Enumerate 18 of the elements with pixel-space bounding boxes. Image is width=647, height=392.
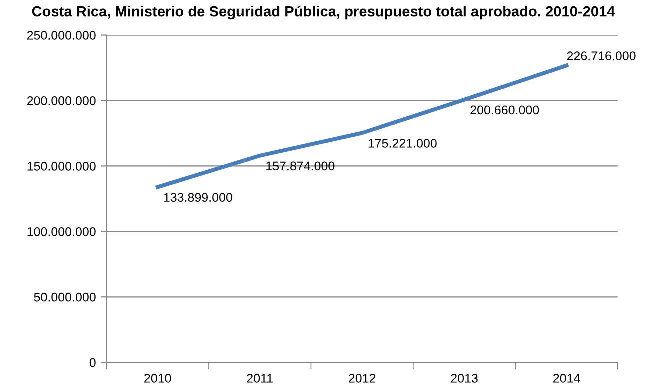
y-tick-label: 200.000.000 xyxy=(27,96,96,106)
text: 157.874.000 xyxy=(266,162,335,171)
x-tick-label: 2010 xyxy=(144,374,172,383)
text: 133.899.000 xyxy=(164,193,232,202)
text: 175.221.000 xyxy=(368,139,437,148)
y-tick-label: 250.000.000 xyxy=(27,31,96,40)
line-series xyxy=(156,64,569,190)
x-tick-label: 2013 xyxy=(451,374,478,383)
text: 226.716.000 xyxy=(567,52,636,61)
y-tick-label: 150.000.000 xyxy=(28,162,96,171)
x-tick-label: 2014 xyxy=(554,374,580,383)
x-tick-label: 2011 xyxy=(247,374,273,383)
x-tick-label: 2012 xyxy=(349,374,376,383)
y-tick-label: 100.000.000 xyxy=(28,227,96,236)
chart-title: Costa Rica, Ministerio de Seguridad Pública, presupuesto total aprobado. 2010-2014 xyxy=(32,6,616,20)
y-tick-label: 0 xyxy=(90,358,96,368)
y-tick-label: 50.000.000 xyxy=(34,292,96,302)
text: 200.660.000 xyxy=(470,106,540,115)
